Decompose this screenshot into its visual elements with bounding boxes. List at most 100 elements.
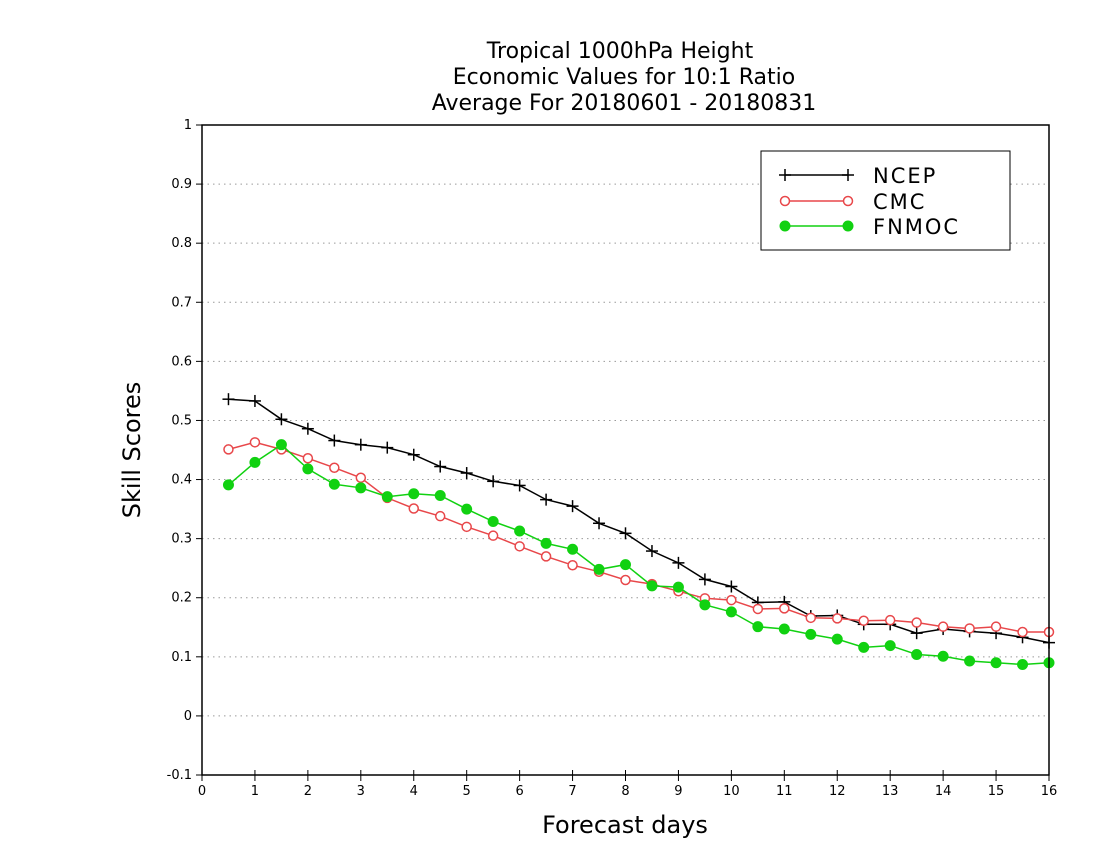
y-tick-label: 0.2 xyxy=(171,591,192,606)
legend-fnmoc-dot-marker xyxy=(842,220,854,232)
legend-ncep-plus-marker xyxy=(842,169,854,181)
point-fnmoc-dot-marker xyxy=(275,439,287,451)
y-tick-label: 1 xyxy=(184,118,192,133)
legend-entry-fnmoc: FNMOC xyxy=(779,215,960,239)
point-ncep-plus-marker xyxy=(381,441,394,454)
x-tick-label: 11 xyxy=(776,784,793,799)
point-fnmoc-dot-marker xyxy=(911,648,923,660)
y-tick-label: 0.6 xyxy=(171,354,192,369)
point-cmc-circle-marker xyxy=(752,603,764,615)
series-fnmoc xyxy=(222,439,1055,670)
point-cmc-circle-marker xyxy=(964,623,975,634)
point-fnmoc-dot-marker xyxy=(593,563,605,575)
point-fnmoc-dot-marker xyxy=(699,599,711,611)
point-fnmoc-dot-marker xyxy=(937,650,949,662)
y-tick-label: 0.1 xyxy=(171,650,192,665)
x-tick-label: 7 xyxy=(568,784,576,799)
point-fnmoc-dot-marker xyxy=(328,478,340,490)
y-tick-label: 0.8 xyxy=(171,236,192,251)
point-fnmoc-dot-marker xyxy=(1017,659,1029,670)
point-fnmoc-dot-marker xyxy=(752,621,764,633)
point-fnmoc-dot-marker xyxy=(540,537,552,549)
point-cmc-circle-marker xyxy=(858,615,869,627)
point-fnmoc-dot-marker xyxy=(434,490,446,501)
point-cmc-circle-marker xyxy=(461,521,472,533)
legend-entry-ncep: NCEP xyxy=(779,164,937,188)
point-cmc-circle-marker xyxy=(884,614,896,626)
x-tick-label: 13 xyxy=(882,784,899,799)
legend-ncep-plus-marker xyxy=(779,169,791,181)
x-tick-label: 3 xyxy=(357,784,365,799)
x-tick-label: 6 xyxy=(515,784,523,799)
point-ncep-plus-marker xyxy=(301,422,314,435)
point-cmc-circle-marker xyxy=(223,444,234,455)
x-tick-label: 14 xyxy=(935,784,952,799)
point-fnmoc-dot-marker xyxy=(514,525,526,537)
x-tick-label: 9 xyxy=(674,784,682,799)
point-cmc-circle-marker xyxy=(937,621,949,632)
title-line-2: Economic Values for 10:1 Ratio xyxy=(453,65,795,90)
chart-title: Tropical 1000hPa Height Economic Values … xyxy=(432,39,817,116)
point-ncep-plus-marker xyxy=(619,527,632,540)
point-ncep-plus-marker xyxy=(487,475,500,488)
y-tick-label: 0 xyxy=(184,709,192,724)
legend-entry-cmc: CMC xyxy=(779,190,926,214)
point-ncep-plus-marker xyxy=(460,467,473,480)
legend-fnmoc-dot-marker xyxy=(779,220,791,232)
point-fnmoc-dot-marker xyxy=(778,623,790,635)
point-ncep-plus-marker xyxy=(328,434,341,447)
point-cmc-circle-marker xyxy=(355,472,367,484)
point-fnmoc-dot-marker xyxy=(249,456,261,468)
y-axis-title: Skill Scores xyxy=(118,382,146,519)
x-tick-label: 4 xyxy=(410,784,418,799)
point-ncep-plus-marker xyxy=(513,479,526,492)
x-tick-label: 16 xyxy=(1041,784,1058,799)
x-tick-label: 10 xyxy=(723,784,740,799)
point-cmc-circle-marker xyxy=(726,594,737,606)
point-cmc-circle-marker xyxy=(329,462,340,473)
point-ncep-plus-marker xyxy=(672,556,685,569)
point-fnmoc-dot-marker xyxy=(355,482,367,494)
x-tick-label: 12 xyxy=(829,784,846,799)
point-fnmoc-dot-marker xyxy=(858,641,870,653)
title-line-3: Average For 20180601 - 20180831 xyxy=(432,91,817,116)
point-fnmoc-dot-marker xyxy=(302,463,314,475)
y-tick-label: -0.1 xyxy=(167,768,192,783)
point-cmc-circle-marker xyxy=(779,603,790,614)
x-tick-label: 8 xyxy=(621,784,629,799)
point-fnmoc-dot-marker xyxy=(672,581,684,593)
point-fnmoc-dot-marker xyxy=(805,628,817,640)
point-ncep-plus-marker xyxy=(434,460,447,473)
y-tick-label: 0.7 xyxy=(171,295,192,310)
point-fnmoc-dot-marker xyxy=(408,488,420,500)
legend-label-ncep: NCEP xyxy=(873,164,937,188)
legend-label-fnmoc: FNMOC xyxy=(873,215,960,239)
y-tick-label: 0.4 xyxy=(171,473,192,488)
point-ncep-plus-marker xyxy=(354,438,367,451)
point-fnmoc-dot-marker xyxy=(487,516,499,527)
point-ncep-plus-marker xyxy=(645,545,658,558)
point-fnmoc-dot-marker xyxy=(381,491,393,503)
point-fnmoc-dot-marker xyxy=(222,479,234,491)
y-tick-label: 0.9 xyxy=(171,177,192,192)
legend-label-cmc: CMC xyxy=(873,190,926,214)
x-tick-label: 15 xyxy=(988,784,1005,799)
point-ncep-plus-marker xyxy=(593,517,606,530)
point-ncep-plus-marker xyxy=(275,413,288,426)
x-tick-label: 2 xyxy=(304,784,312,799)
point-fnmoc-dot-marker xyxy=(646,580,658,592)
y-tick-label: 0.3 xyxy=(171,532,192,547)
point-cmc-circle-marker xyxy=(302,453,314,464)
y-tick-labels: -0.1 0 0.1 0.2 0.3 0.4 0.5 0.6 0.7 0.8 0.9 1 xyxy=(167,118,192,783)
point-cmc-circle-marker xyxy=(249,437,261,448)
point-ncep-plus-marker xyxy=(725,580,738,593)
point-fnmoc-dot-marker xyxy=(461,503,473,515)
point-fnmoc-dot-marker xyxy=(725,606,737,618)
point-cmc-circle-marker xyxy=(620,574,631,586)
point-cmc-circle-marker xyxy=(408,503,419,514)
point-ncep-plus-marker xyxy=(407,448,420,461)
